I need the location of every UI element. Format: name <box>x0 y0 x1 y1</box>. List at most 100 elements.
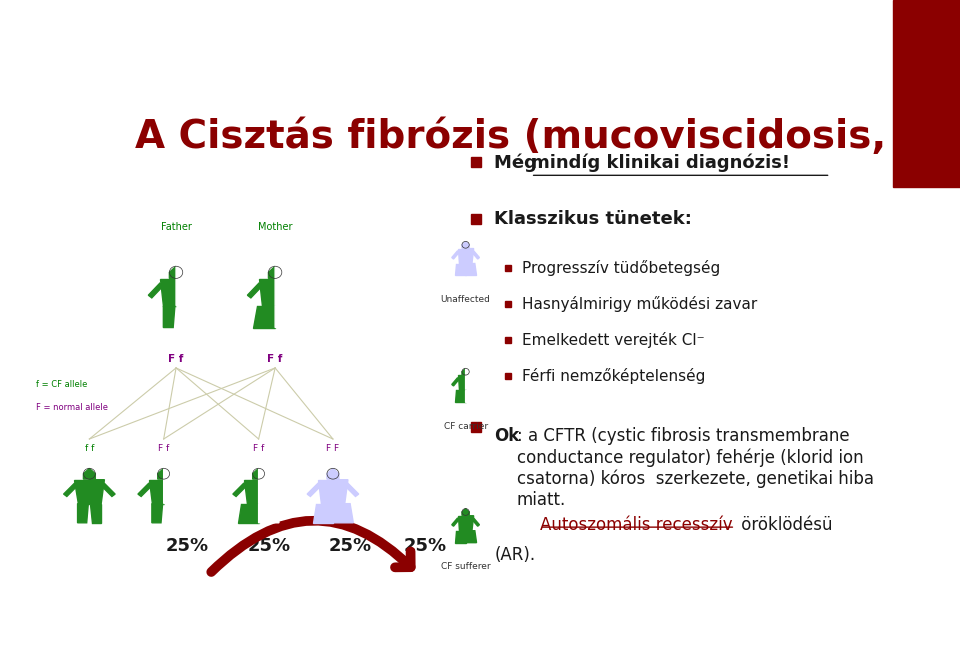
Polygon shape <box>466 390 476 402</box>
Polygon shape <box>189 283 204 298</box>
Polygon shape <box>176 484 189 496</box>
Polygon shape <box>138 484 152 496</box>
Text: CF sufferer: CF sufferer <box>441 562 491 571</box>
Polygon shape <box>258 468 265 479</box>
Polygon shape <box>466 241 469 248</box>
Text: f = CF allele: f = CF allele <box>36 380 87 389</box>
Text: mindíg klinikai diagnózis!: mindíg klinikai diagnózis! <box>531 153 790 172</box>
Polygon shape <box>89 480 105 504</box>
Text: F = normal allele: F = normal allele <box>36 403 108 411</box>
Polygon shape <box>276 267 282 279</box>
Text: A Cisztás fibrózis (mucoviscidosis, 7q31.2: A Cisztás fibrózis (mucoviscidosis, 7q31… <box>134 116 960 156</box>
Polygon shape <box>288 283 302 298</box>
Polygon shape <box>333 480 348 504</box>
Text: F f: F f <box>168 353 183 363</box>
Text: Father: Father <box>160 222 191 232</box>
Polygon shape <box>455 390 466 402</box>
Text: Progresszív tüdőbetegség: Progresszív tüdőbetegség <box>522 260 720 276</box>
Polygon shape <box>333 504 353 523</box>
Text: Hasnyálmirigy működési zavar: Hasnyálmirigy működési zavar <box>522 296 757 312</box>
Polygon shape <box>466 263 476 275</box>
Text: Mother: Mother <box>258 222 293 232</box>
Polygon shape <box>452 518 459 526</box>
Text: Ok: Ok <box>494 428 519 446</box>
Text: CF carrier: CF carrier <box>444 422 488 431</box>
Polygon shape <box>455 530 466 542</box>
Polygon shape <box>276 279 291 306</box>
Polygon shape <box>458 375 466 390</box>
Polygon shape <box>165 504 176 523</box>
Polygon shape <box>271 484 284 496</box>
Polygon shape <box>466 248 473 263</box>
Polygon shape <box>466 375 473 390</box>
Polygon shape <box>149 283 163 298</box>
Polygon shape <box>259 279 276 306</box>
Polygon shape <box>452 250 459 259</box>
Polygon shape <box>462 368 466 375</box>
Polygon shape <box>472 377 479 386</box>
Polygon shape <box>163 468 170 479</box>
Polygon shape <box>462 241 466 248</box>
Text: Klasszikus tünetek:: Klasszikus tünetek: <box>494 210 692 228</box>
Text: (AR).: (AR). <box>494 546 536 564</box>
Polygon shape <box>466 508 469 516</box>
Polygon shape <box>333 468 339 479</box>
Polygon shape <box>160 279 176 306</box>
Polygon shape <box>258 504 279 523</box>
Text: Emelkedett verejték Cl⁻: Emelkedett verejték Cl⁻ <box>522 332 705 348</box>
Polygon shape <box>327 468 333 479</box>
Text: F f: F f <box>253 444 264 453</box>
Text: F f: F f <box>158 444 169 453</box>
Text: Unaffected: Unaffected <box>441 295 491 304</box>
Polygon shape <box>258 480 274 504</box>
Text: Autoszomális recesszív: Autoszomális recesszív <box>540 516 732 534</box>
Text: f f: f f <box>84 444 94 453</box>
Polygon shape <box>78 504 88 523</box>
Polygon shape <box>466 368 469 375</box>
Polygon shape <box>318 480 333 504</box>
Text: 25%: 25% <box>403 536 446 554</box>
Polygon shape <box>176 279 192 306</box>
Polygon shape <box>248 283 262 298</box>
Polygon shape <box>455 263 466 275</box>
Polygon shape <box>157 468 163 479</box>
Polygon shape <box>90 504 101 523</box>
Polygon shape <box>169 267 176 279</box>
Polygon shape <box>252 468 258 479</box>
Text: 25%: 25% <box>248 536 290 554</box>
Polygon shape <box>244 480 258 504</box>
Polygon shape <box>253 306 276 327</box>
Polygon shape <box>163 306 175 327</box>
Text: Férfi nemzőképtelenség: Férfi nemzőképtelenség <box>522 368 706 384</box>
Polygon shape <box>238 504 258 523</box>
Polygon shape <box>233 484 247 496</box>
Text: F F: F F <box>326 444 340 453</box>
Polygon shape <box>345 484 359 496</box>
Polygon shape <box>101 484 115 496</box>
Text: 25%: 25% <box>329 536 372 554</box>
Polygon shape <box>466 516 473 530</box>
Polygon shape <box>149 480 163 504</box>
Polygon shape <box>152 504 162 523</box>
Polygon shape <box>163 480 179 504</box>
Polygon shape <box>472 250 479 259</box>
Polygon shape <box>176 267 182 279</box>
Polygon shape <box>307 484 322 496</box>
Polygon shape <box>63 484 78 496</box>
Text: : a CFTR (cystic fibrosis transmembrane
conductance regulator) fehérje (klorid i: : a CFTR (cystic fibrosis transmembrane … <box>516 428 874 509</box>
Polygon shape <box>458 516 466 530</box>
Polygon shape <box>269 267 276 279</box>
Polygon shape <box>452 377 459 386</box>
Polygon shape <box>89 468 95 479</box>
Polygon shape <box>178 306 189 327</box>
Polygon shape <box>74 480 89 504</box>
Polygon shape <box>466 530 476 542</box>
Text: F f: F f <box>268 353 283 363</box>
Polygon shape <box>472 518 479 526</box>
Text: öröklödésü: öröklödésü <box>736 516 832 534</box>
Polygon shape <box>313 504 333 523</box>
Polygon shape <box>276 306 297 327</box>
Polygon shape <box>462 508 466 516</box>
Polygon shape <box>84 468 89 479</box>
Text: Még: Még <box>494 153 543 172</box>
